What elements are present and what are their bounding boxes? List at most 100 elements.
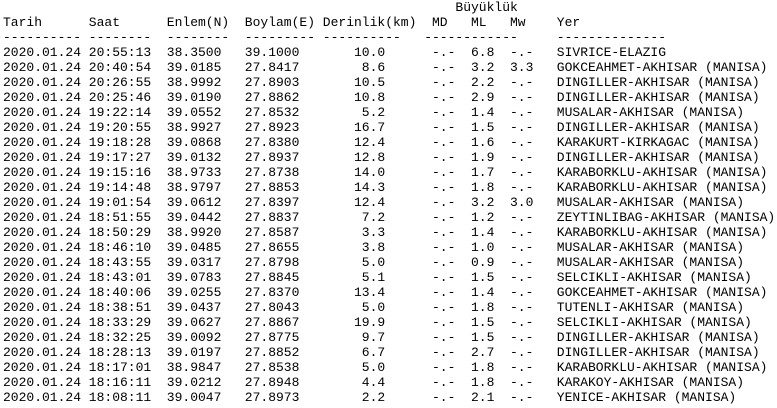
- longitude: 27.8903: [244, 75, 300, 90]
- longitude: 27.8798: [244, 255, 300, 270]
- mw: -.-: [510, 105, 534, 120]
- md: -.-: [432, 165, 456, 180]
- time: 20:25:46: [88, 90, 152, 105]
- longitude: 27.8738: [244, 165, 300, 180]
- date: 2020.01.24: [3, 90, 82, 105]
- mw: -.-: [510, 330, 534, 345]
- location: DINGILLER-AKHISAR (MANISA): [556, 345, 760, 360]
- latitude: 39.0092: [166, 330, 222, 345]
- separator: ------------: [424, 30, 518, 45]
- longitude: 27.8837: [244, 210, 300, 225]
- column-header: Tarih: [3, 15, 43, 30]
- depth: 10.5: [354, 75, 386, 90]
- column-header: Yer: [556, 15, 581, 30]
- mw: -.-: [510, 360, 534, 375]
- latitude: 39.0132: [166, 150, 222, 165]
- longitude: 27.8417: [244, 60, 300, 75]
- date: 2020.01.24: [3, 375, 82, 390]
- date: 2020.01.24: [3, 315, 82, 330]
- column-header: Mw: [510, 15, 526, 30]
- latitude: 39.0442: [166, 210, 222, 225]
- depth: 5.1: [361, 270, 386, 285]
- md: -.-: [432, 285, 456, 300]
- longitude: 27.8397: [244, 195, 300, 210]
- depth: 8.6: [361, 60, 386, 75]
- depth: 13.4: [354, 285, 386, 300]
- location: KARABORKLU-AKHISAR (MANISA): [556, 180, 768, 195]
- latitude: 39.0212: [166, 375, 222, 390]
- md: -.-: [432, 90, 456, 105]
- mw: 3.3: [510, 60, 534, 75]
- mw: 3.0: [510, 195, 534, 210]
- longitude: 39.1000: [244, 45, 300, 60]
- column-header: Derinlik(km): [322, 15, 417, 30]
- location: DINGILLER-AKHISAR (MANISA): [556, 150, 760, 165]
- separator: ----------: [3, 30, 82, 45]
- md: -.-: [432, 240, 456, 255]
- ml: 1.8: [471, 180, 495, 195]
- ml: 2.1: [471, 390, 495, 405]
- md: -.-: [432, 390, 456, 405]
- md: -.-: [432, 60, 456, 75]
- longitude: 27.8845: [244, 270, 300, 285]
- longitude: 27.8948: [244, 375, 300, 390]
- location: KARAKOY-AKHISAR (MANISA): [556, 375, 745, 390]
- depth: 6.7: [361, 345, 386, 360]
- location: DINGILLER-AKHISAR (MANISA): [556, 120, 760, 135]
- time: 19:20:55: [88, 120, 152, 135]
- depth: 10.0: [354, 45, 386, 60]
- longitude: 27.8655: [244, 240, 300, 255]
- ml: 2.7: [471, 345, 495, 360]
- latitude: 39.0047: [166, 390, 222, 405]
- latitude: 39.0317: [166, 255, 222, 270]
- date: 2020.01.24: [3, 105, 82, 120]
- date: 2020.01.24: [3, 45, 82, 60]
- latitude: 38.9847: [166, 360, 222, 375]
- location: SELCIKLI-AKHISAR (MANISA): [556, 270, 752, 285]
- longitude: 27.8862: [244, 90, 300, 105]
- depth: 4.4: [361, 375, 386, 390]
- md: -.-: [432, 270, 456, 285]
- ml: 1.5: [471, 315, 495, 330]
- md: -.-: [432, 315, 456, 330]
- ml: 1.5: [471, 330, 495, 345]
- latitude: 39.0552: [166, 105, 222, 120]
- date: 2020.01.24: [3, 135, 82, 150]
- longitude: 27.8937: [244, 150, 300, 165]
- mw: -.-: [510, 270, 534, 285]
- time: 18:32:25: [88, 330, 152, 345]
- column-header: Enlem(N): [166, 15, 230, 30]
- ml: 2.9: [471, 90, 495, 105]
- mw: -.-: [510, 315, 534, 330]
- ml: 1.8: [471, 300, 495, 315]
- mw: -.-: [510, 345, 534, 360]
- latitude: 39.0612: [166, 195, 222, 210]
- time: 19:01:54: [88, 195, 152, 210]
- location: ZEYTINLIBAG-AKHISAR (MANISA): [556, 210, 776, 225]
- time: 18:38:51: [88, 300, 152, 315]
- time: 18:33:29: [88, 315, 152, 330]
- time: 19:15:16: [88, 165, 152, 180]
- longitude: 27.8587: [244, 225, 300, 240]
- column-header: Boylam(E): [244, 15, 316, 30]
- latitude: 39.0868: [166, 135, 222, 150]
- longitude: 27.8923: [244, 120, 300, 135]
- date: 2020.01.24: [3, 150, 82, 165]
- md: -.-: [432, 360, 456, 375]
- depth: 12.4: [354, 195, 386, 210]
- date: 2020.01.24: [3, 330, 82, 345]
- mw: -.-: [510, 90, 534, 105]
- md: -.-: [432, 195, 456, 210]
- md: -.-: [432, 105, 456, 120]
- date: 2020.01.24: [3, 360, 82, 375]
- md: -.-: [432, 120, 456, 135]
- md: -.-: [432, 255, 456, 270]
- mw: -.-: [510, 390, 534, 405]
- location: MUSALAR-AKHISAR (MANISA): [556, 105, 745, 120]
- mw: -.-: [510, 285, 534, 300]
- depth: 3.3: [361, 225, 386, 240]
- depth: 16.7: [354, 120, 386, 135]
- ml: 3.2: [471, 195, 495, 210]
- ml: 1.2: [471, 210, 495, 225]
- column-header: MD: [432, 15, 448, 30]
